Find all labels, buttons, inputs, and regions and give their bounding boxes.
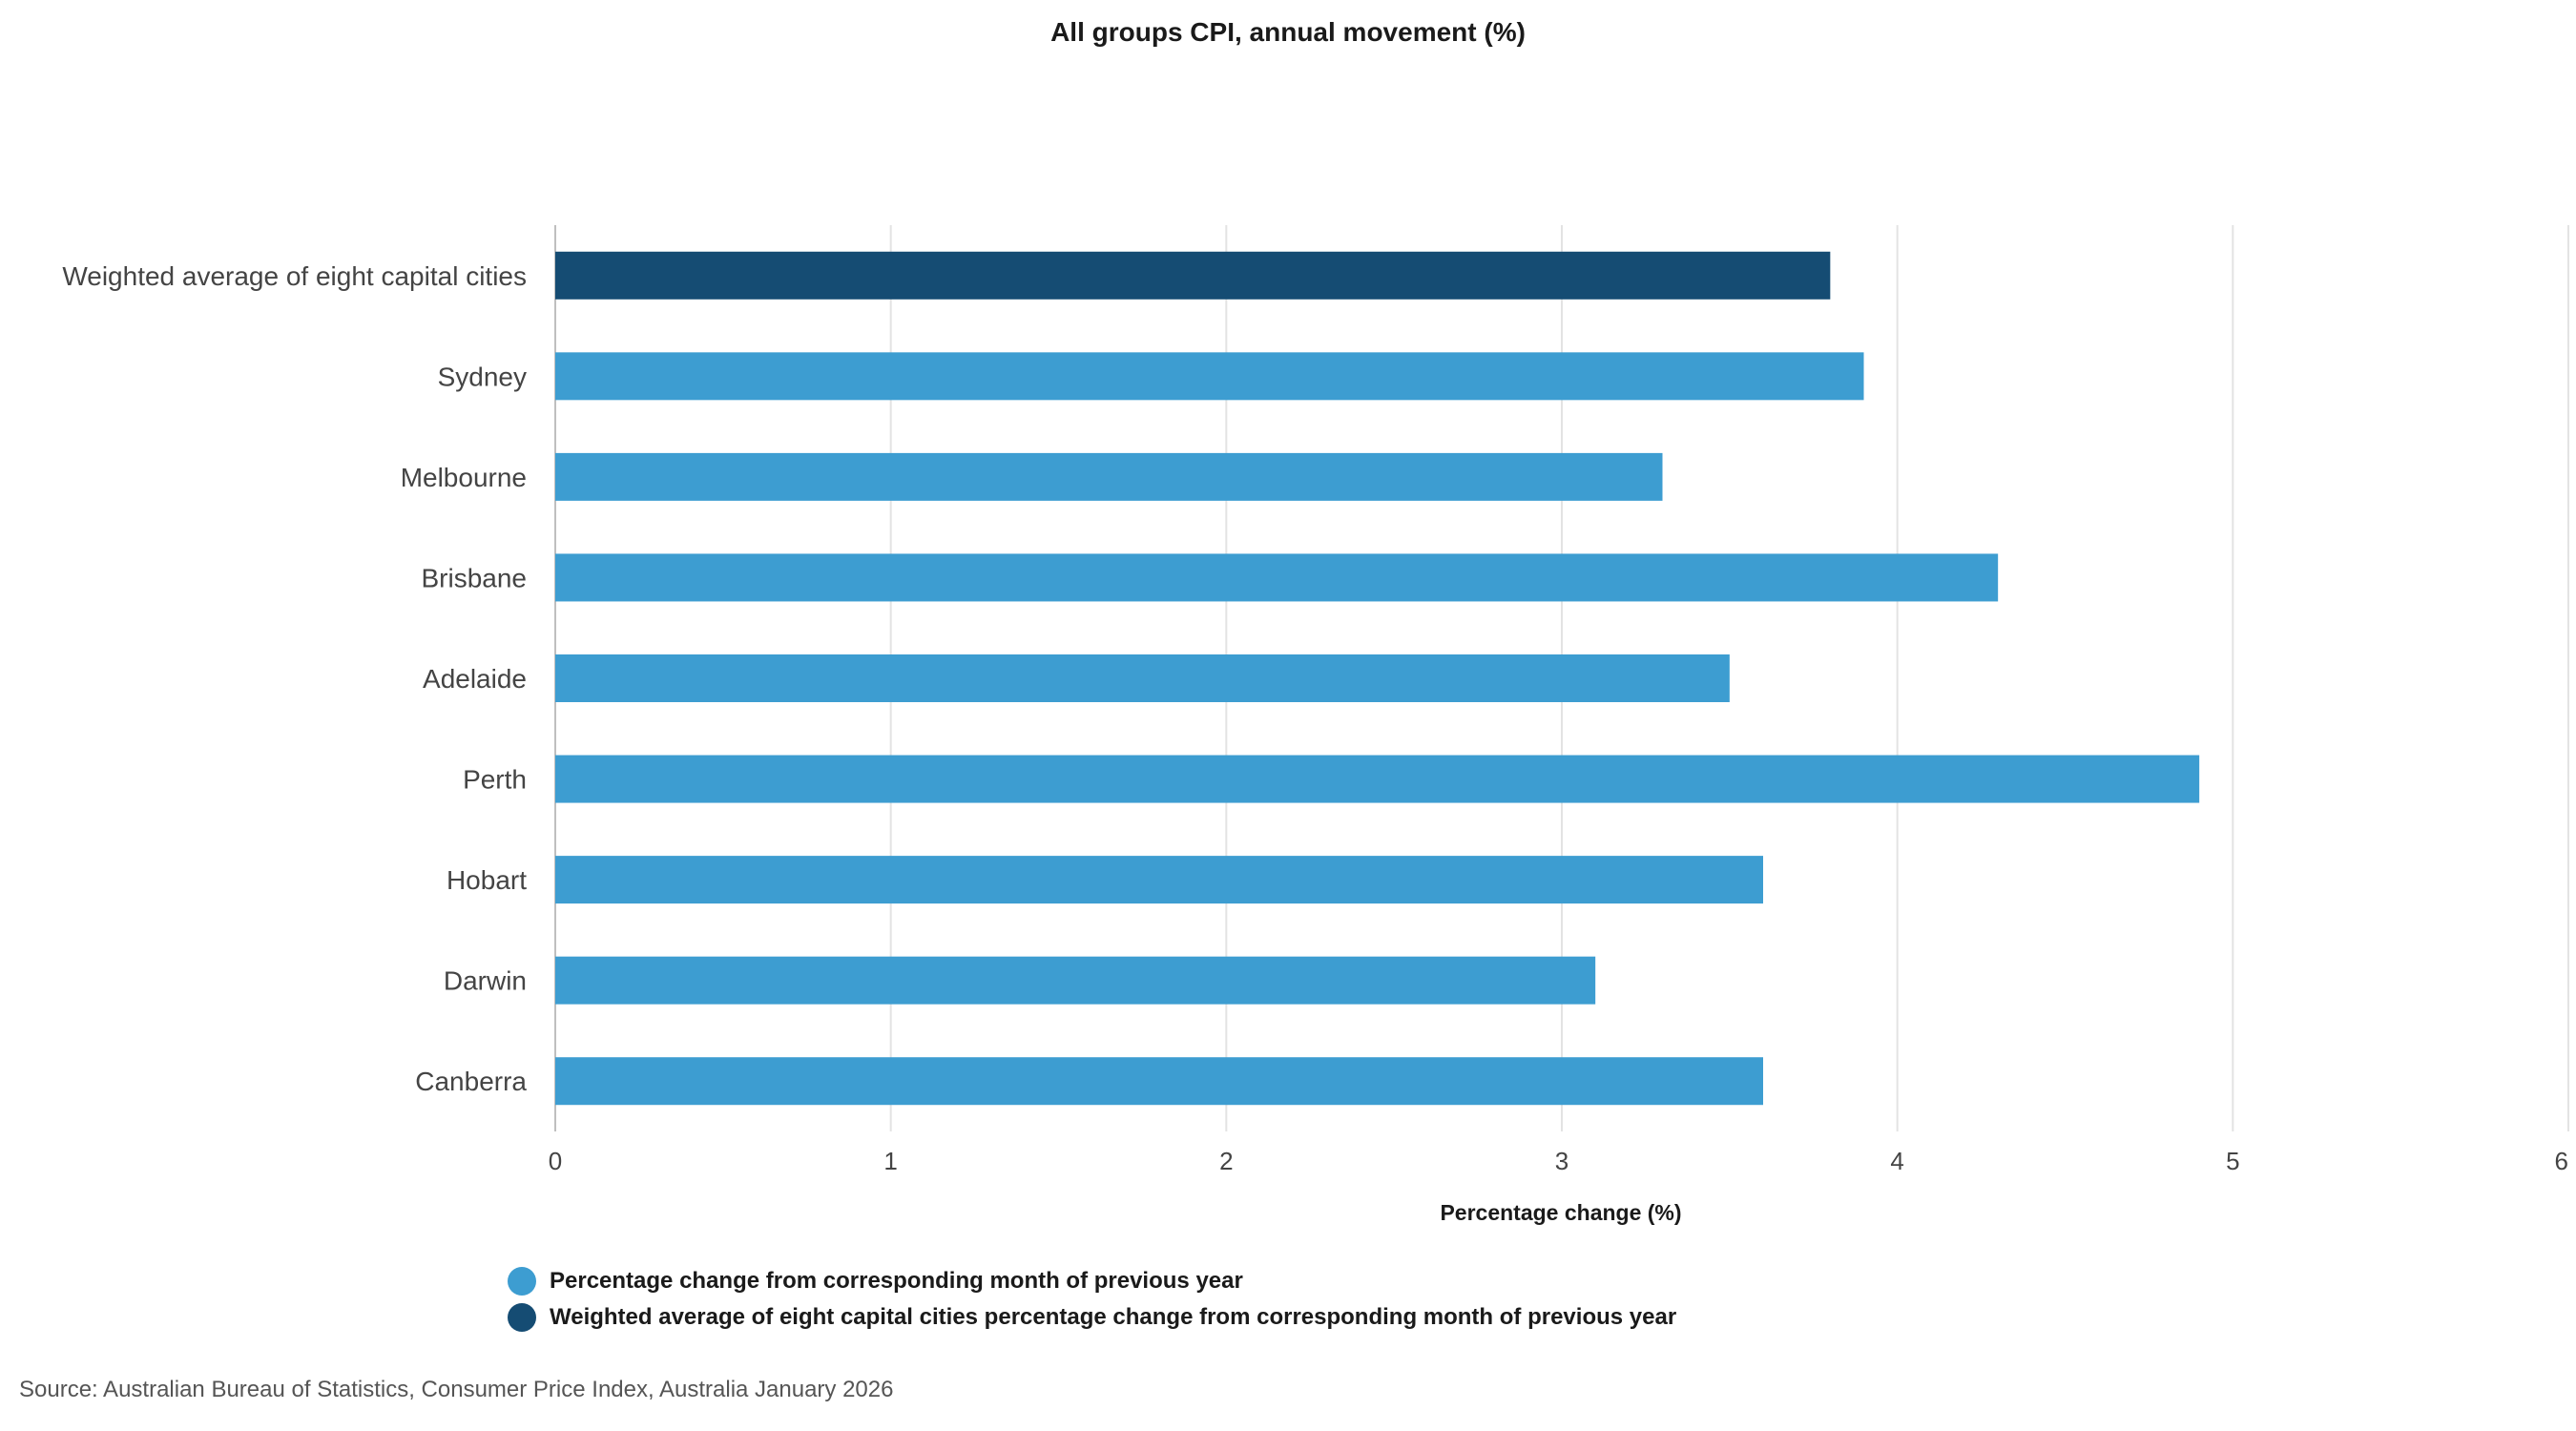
legend-label: Weighted average of eight capital cities…: [550, 1304, 1677, 1330]
legend-item-weighted-average[interactable]: Weighted average of eight capital cities…: [508, 1299, 1676, 1336]
bar[interactable]: [555, 856, 1763, 904]
category-labels: Weighted average of eight capital cities…: [62, 261, 527, 1096]
bar[interactable]: [555, 352, 1864, 401]
bar[interactable]: [555, 452, 1663, 501]
x-tick-label: 5: [2226, 1147, 2239, 1175]
legend-dot-light-blue-icon: [508, 1267, 536, 1296]
source-note: Source: Australian Bureau of Statistics,…: [19, 1377, 894, 1402]
bar[interactable]: [555, 755, 2200, 803]
category-label: Perth: [463, 765, 527, 795]
legend: Percentage change from corresponding mon…: [508, 1263, 1676, 1336]
x-tick-label: 6: [2555, 1147, 2568, 1175]
bar[interactable]: [555, 654, 1730, 702]
x-tick-label: 4: [1890, 1147, 1903, 1175]
bar[interactable]: [555, 553, 1999, 602]
bar[interactable]: [555, 251, 1831, 300]
category-label: Adelaide: [423, 664, 527, 694]
x-tick-label: 1: [883, 1147, 897, 1175]
x-tick-label: 0: [549, 1147, 562, 1175]
category-label: Weighted average of eight capital cities: [62, 261, 527, 291]
bar[interactable]: [555, 1057, 1763, 1106]
legend-item-city[interactable]: Percentage change from corresponding mon…: [508, 1263, 1676, 1299]
x-tick-labels: 0 1 2 3 4 5 6: [549, 1147, 2568, 1175]
category-label: Hobart: [447, 865, 527, 895]
bars: [555, 251, 2200, 1106]
category-label: Brisbane: [421, 563, 527, 592]
legend-label: Percentage change from corresponding mon…: [550, 1268, 1243, 1294]
x-tick-label: 3: [1555, 1147, 1568, 1175]
x-axis-title: Percentage change (%): [1440, 1200, 1681, 1225]
category-label: Canberra: [415, 1067, 527, 1096]
category-label: Darwin: [444, 966, 527, 996]
chart-title: All groups CPI, annual movement (%): [1050, 17, 1526, 47]
x-tick-label: 2: [1219, 1147, 1233, 1175]
category-label: Melbourne: [401, 463, 527, 492]
bar[interactable]: [555, 956, 1596, 1005]
legend-dot-dark-blue-icon: [508, 1303, 536, 1332]
category-label: Sydney: [438, 362, 527, 391]
